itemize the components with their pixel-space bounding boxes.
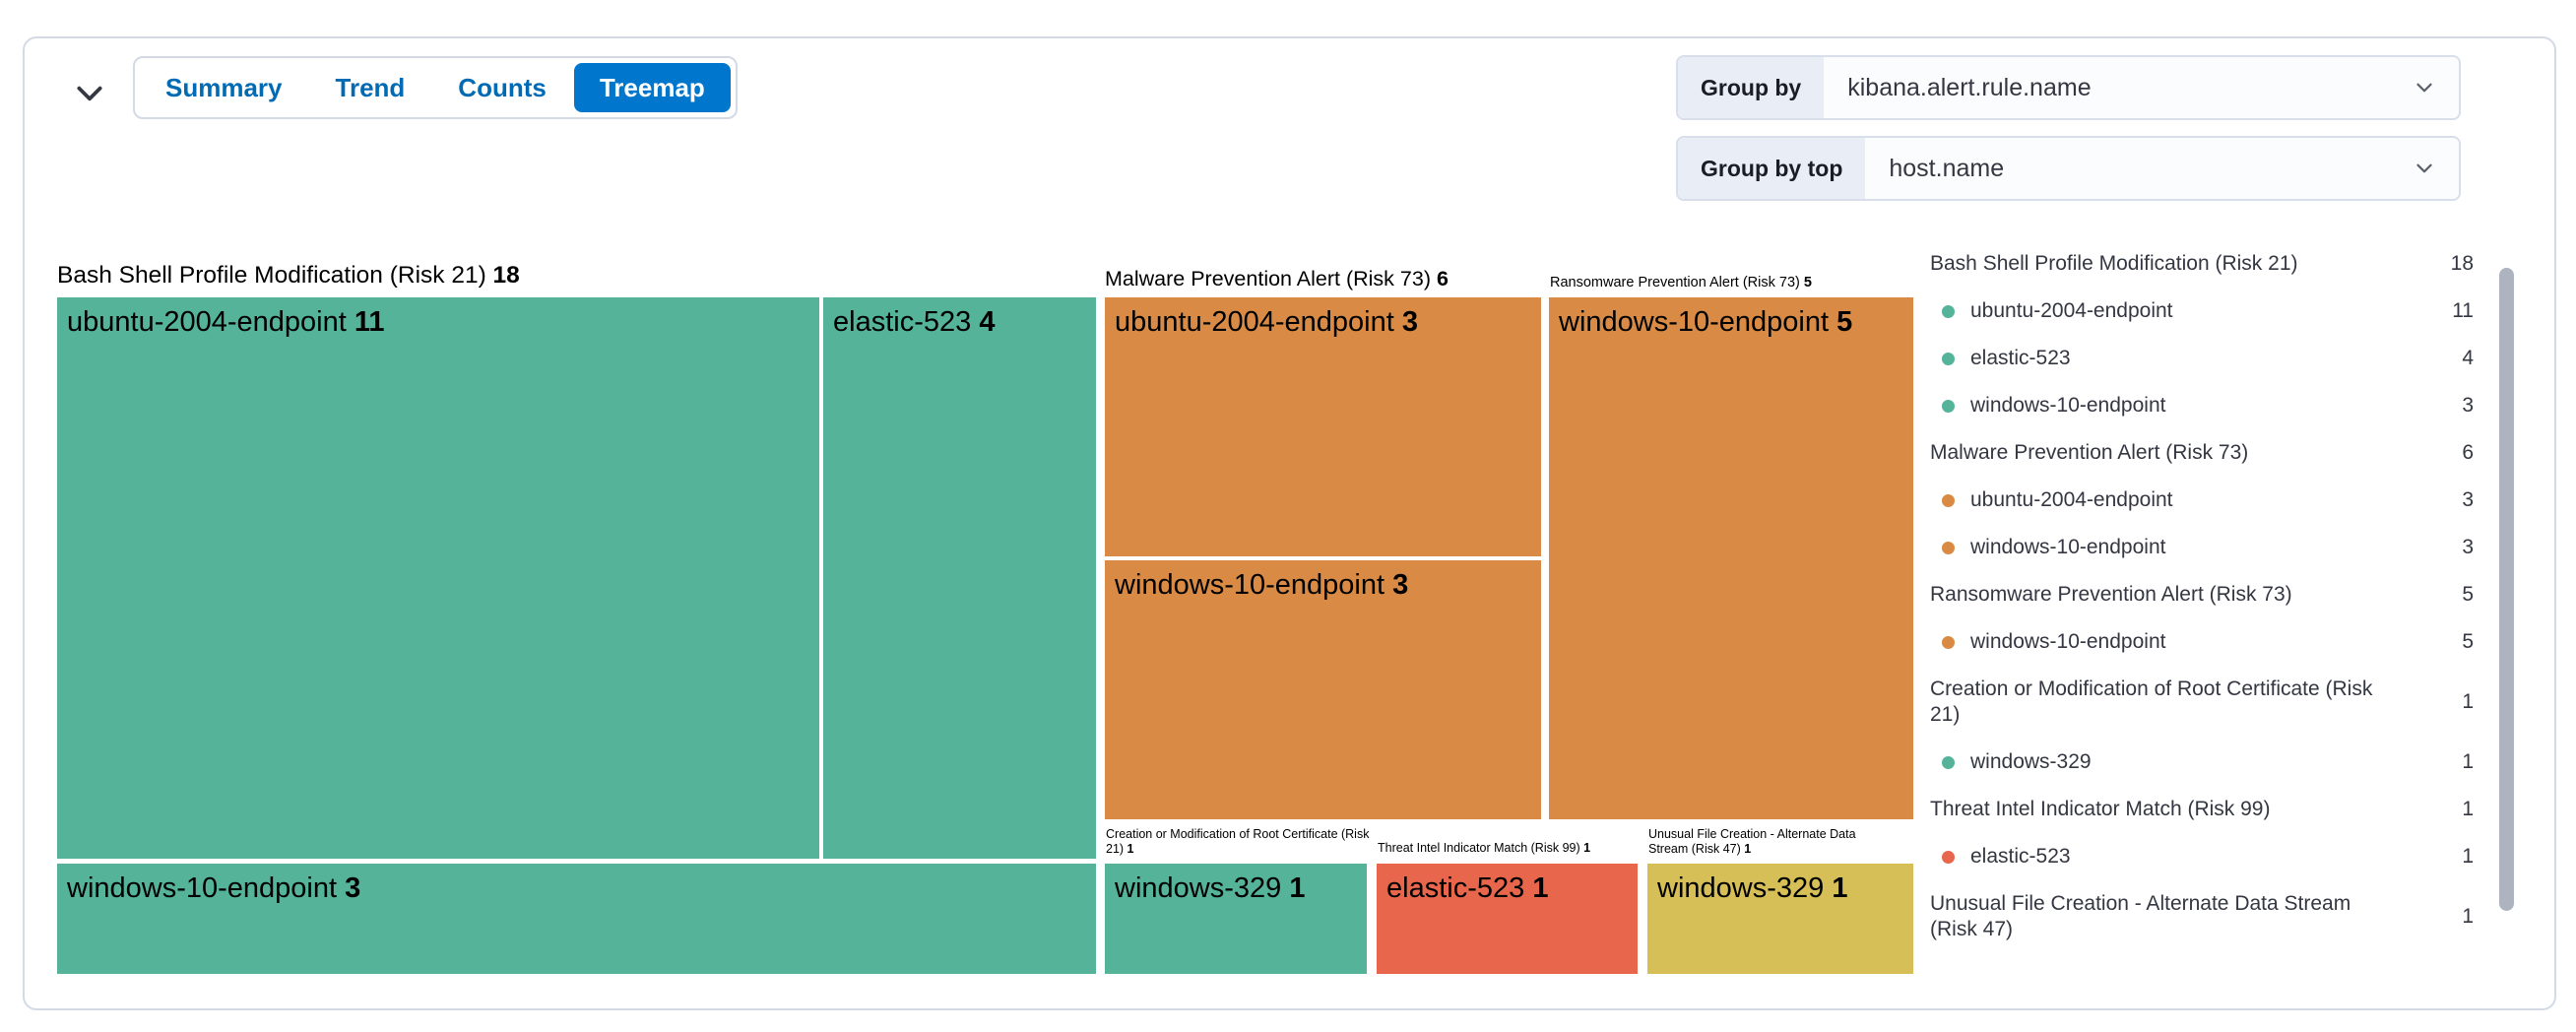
legend-title-row[interactable]: Creation or Modification of Root Certifi…: [1928, 666, 2481, 739]
legend-dot: [1942, 635, 1955, 649]
view-toggle-group: Summary Trend Counts Treemap: [133, 56, 738, 119]
legend-dot: [1942, 755, 1955, 769]
legend-title-row[interactable]: Malware Prevention Alert (Risk 73) 6: [1928, 429, 2481, 477]
legend-label: Malware Prevention Alert (Risk 73): [1930, 441, 2249, 464]
legend-count: 1: [2462, 690, 2474, 713]
legend-count: 1: [2462, 798, 2474, 820]
treemap-cell-label: windows-10-endpoint 3: [67, 872, 361, 904]
legend-item-row[interactable]: windows-10-endpoint 3: [1928, 524, 2481, 571]
legend-count: 1: [2462, 905, 2474, 928]
tab-counts[interactable]: Counts: [432, 63, 572, 112]
treemap-cell-label: windows-10-endpoint 5: [1559, 306, 1853, 338]
legend-item-row[interactable]: windows-10-endpoint 3: [1928, 382, 2481, 429]
treemap-cell-label: elastic-523 1: [1386, 872, 1549, 904]
legend-label: Creation or Modification of Root Certifi…: [1930, 677, 2373, 726]
legend-item-row[interactable]: elastic-523 4: [1928, 335, 2481, 382]
treemap-cell-label: windows-329 1: [1115, 872, 1306, 904]
legend-label: Unusual File Creation - Alternate Data S…: [1930, 892, 2351, 940]
legend-item-row[interactable]: windows-329 1: [1928, 739, 2481, 786]
treemap-cell[interactable]: windows-329 1: [1105, 864, 1367, 974]
legend-label: elastic-523: [1970, 347, 2071, 369]
group-by-top-control[interactable]: Group by top host.name: [1676, 136, 2461, 201]
legend: Bash Shell Profile Modification (Risk 21…: [1928, 240, 2481, 953]
legend-label: Bash Shell Profile Modification (Risk 21…: [1930, 252, 2298, 275]
legend-label: ubuntu-2004-endpoint: [1970, 488, 2173, 511]
legend-dot: [1942, 304, 1955, 318]
legend-count: 5: [2462, 583, 2474, 606]
legend-dot: [1942, 850, 1955, 864]
legend-label: windows-10-endpoint: [1970, 536, 2166, 558]
treemap-cell-label: ubuntu-2004-endpoint 11: [67, 306, 385, 338]
treemap-cell[interactable]: windows-10-endpoint 5: [1549, 297, 1913, 819]
legend-count: 6: [2462, 441, 2474, 464]
group-by-top-value[interactable]: host.name: [1889, 154, 2005, 182]
legend-count: 3: [2462, 536, 2474, 558]
tab-summary[interactable]: Summary: [140, 63, 308, 112]
treemap-cell[interactable]: ubuntu-2004-endpoint 3: [1105, 297, 1541, 556]
treemap-cell-label: elastic-523 4: [833, 306, 996, 338]
legend-count: 1: [2462, 750, 2474, 773]
legend-count: 1: [2462, 845, 2474, 868]
chevron-down-icon: [73, 77, 106, 110]
legend-dot: [1942, 352, 1955, 365]
legend-label: elastic-523: [1970, 845, 2071, 868]
treemap-group-header: Ransomware Prevention Alert (Risk 73) 5: [1550, 275, 1812, 290]
treemap-cell-label: windows-10-endpoint 3: [1115, 569, 1409, 601]
legend-title-row[interactable]: Unusual File Creation - Alternate Data S…: [1928, 880, 2481, 953]
treemap-cell-label: windows-329 1: [1657, 872, 1848, 904]
group-by-value[interactable]: kibana.alert.rule.name: [1847, 73, 2092, 101]
legend-item-row[interactable]: elastic-523 1: [1928, 833, 2481, 880]
legend-count: 3: [2462, 394, 2474, 417]
legend-item-row[interactable]: ubuntu-2004-endpoint 11: [1928, 288, 2481, 335]
tab-treemap[interactable]: Treemap: [573, 63, 731, 112]
legend-label: Ransomware Prevention Alert (Risk 73): [1930, 583, 2292, 606]
treemap-group-header: Threat Intel Indicator Match (Risk 99) 1: [1378, 841, 1591, 855]
legend-count: 4: [2462, 347, 2474, 369]
treemap-cell[interactable]: ubuntu-2004-endpoint 11: [57, 297, 819, 859]
treemap-cell[interactable]: windows-10-endpoint 3: [1105, 560, 1541, 819]
legend-title-row[interactable]: Ransomware Prevention Alert (Risk 73) 5: [1928, 571, 2481, 618]
legend-count: 3: [2462, 488, 2474, 511]
treemap-cell[interactable]: windows-329 1: [1647, 864, 1913, 974]
legend-count: 11: [2452, 299, 2474, 322]
legend-label: windows-10-endpoint: [1970, 630, 2166, 653]
treemap-cell[interactable]: elastic-523 1: [1377, 864, 1638, 974]
treemap-cell[interactable]: windows-10-endpoint 3: [57, 864, 1096, 974]
group-by-label: Group by: [1678, 57, 1825, 118]
treemap-group-header: Bash Shell Profile Modification (Risk 21…: [57, 262, 520, 289]
legend-label: windows-329: [1970, 750, 2092, 773]
legend-dot: [1942, 493, 1955, 507]
legend-dot: [1942, 399, 1955, 413]
treemap-group-header: Creation or Modification of Root Certifi…: [1106, 827, 1370, 856]
legend-title-row[interactable]: Bash Shell Profile Modification (Risk 21…: [1928, 240, 2481, 288]
legend-scrollbar-thumb[interactable]: [2499, 268, 2514, 911]
treemap-cell-label: ubuntu-2004-endpoint 3: [1115, 306, 1418, 338]
chevron-down-icon: [2412, 156, 2437, 181]
tab-trend[interactable]: Trend: [310, 63, 431, 112]
legend-item-row[interactable]: windows-10-endpoint 5: [1928, 618, 2481, 666]
legend-label: Threat Intel Indicator Match (Risk 99): [1930, 798, 2271, 820]
group-by-top-label: Group by top: [1678, 138, 1866, 199]
legend-dot: [1942, 541, 1955, 554]
legend-title-row[interactable]: Threat Intel Indicator Match (Risk 99) 1: [1928, 786, 2481, 833]
legend-label: windows-10-endpoint: [1970, 394, 2166, 417]
legend-label: ubuntu-2004-endpoint: [1970, 299, 2173, 322]
chevron-down-icon: [2412, 75, 2437, 100]
legend-count: 18: [2450, 252, 2474, 275]
group-by-control[interactable]: Group by kibana.alert.rule.name: [1676, 55, 2461, 120]
treemap-group-header: Unusual File Creation - Alternate Data S…: [1648, 827, 1856, 856]
legend-count: 5: [2462, 630, 2474, 653]
collapse-panel-button[interactable]: [66, 70, 113, 117]
legend-item-row[interactable]: ubuntu-2004-endpoint 3: [1928, 477, 2481, 524]
treemap-cell[interactable]: elastic-523 4: [823, 297, 1096, 859]
treemap-group-header: Malware Prevention Alert (Risk 73) 6: [1105, 267, 1449, 290]
